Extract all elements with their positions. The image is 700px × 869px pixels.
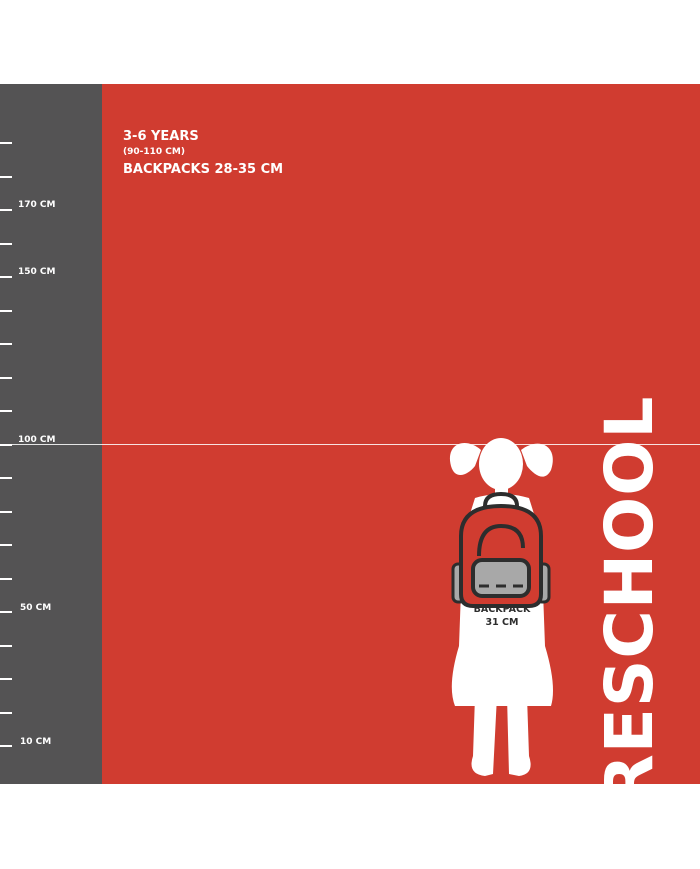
size-guide-panel: 170 CM 150 CM 100 CM 50 CM 10 CM 3-6 YEA… bbox=[0, 84, 700, 854]
ruler-tick bbox=[0, 276, 12, 278]
ruler-tick bbox=[0, 209, 12, 211]
ruler-label-150: 150 CM bbox=[18, 267, 56, 277]
girl-silhouette-icon bbox=[449, 438, 553, 776]
backpack-icon bbox=[451, 491, 551, 608]
backpack-size: 31 CM bbox=[485, 617, 519, 628]
ruler-label-10: 10 CM bbox=[20, 737, 52, 747]
ruler-tick bbox=[0, 376, 12, 379]
ruler-label-50: 50 CM bbox=[20, 603, 52, 613]
ruler-tick bbox=[0, 175, 12, 178]
ruler-tick bbox=[0, 544, 12, 546]
ruler-tick bbox=[0, 477, 12, 479]
ruler-tick bbox=[0, 745, 12, 747]
ruler-label-100: 100 CM bbox=[18, 435, 56, 445]
ruler-label-170: 170 CM bbox=[18, 200, 56, 210]
ruler-tick bbox=[0, 711, 12, 714]
ruler-tick bbox=[0, 443, 12, 446]
ruler-tick bbox=[0, 309, 12, 312]
category-title: PRESCHOOL bbox=[591, 395, 668, 855]
age-range: 3-6 YEARS bbox=[123, 129, 199, 144]
ruler-tick bbox=[0, 611, 12, 613]
ruler-tick bbox=[0, 242, 12, 245]
backpack-label: BACKPACK bbox=[473, 604, 531, 615]
height-100cm-line bbox=[0, 444, 700, 445]
ruler-tick bbox=[0, 644, 12, 647]
ruler-tick bbox=[0, 410, 12, 412]
ruler-tick bbox=[0, 510, 12, 513]
height-range: (90-110 CM) bbox=[123, 147, 185, 157]
ruler-tick bbox=[0, 577, 12, 580]
backpack-size-range: BACKPACKS 28-35 CM bbox=[123, 162, 284, 177]
ruler-tick bbox=[0, 142, 12, 144]
ruler-tick bbox=[0, 678, 12, 680]
ruler-tick bbox=[0, 343, 12, 345]
height-ruler bbox=[0, 84, 102, 784]
